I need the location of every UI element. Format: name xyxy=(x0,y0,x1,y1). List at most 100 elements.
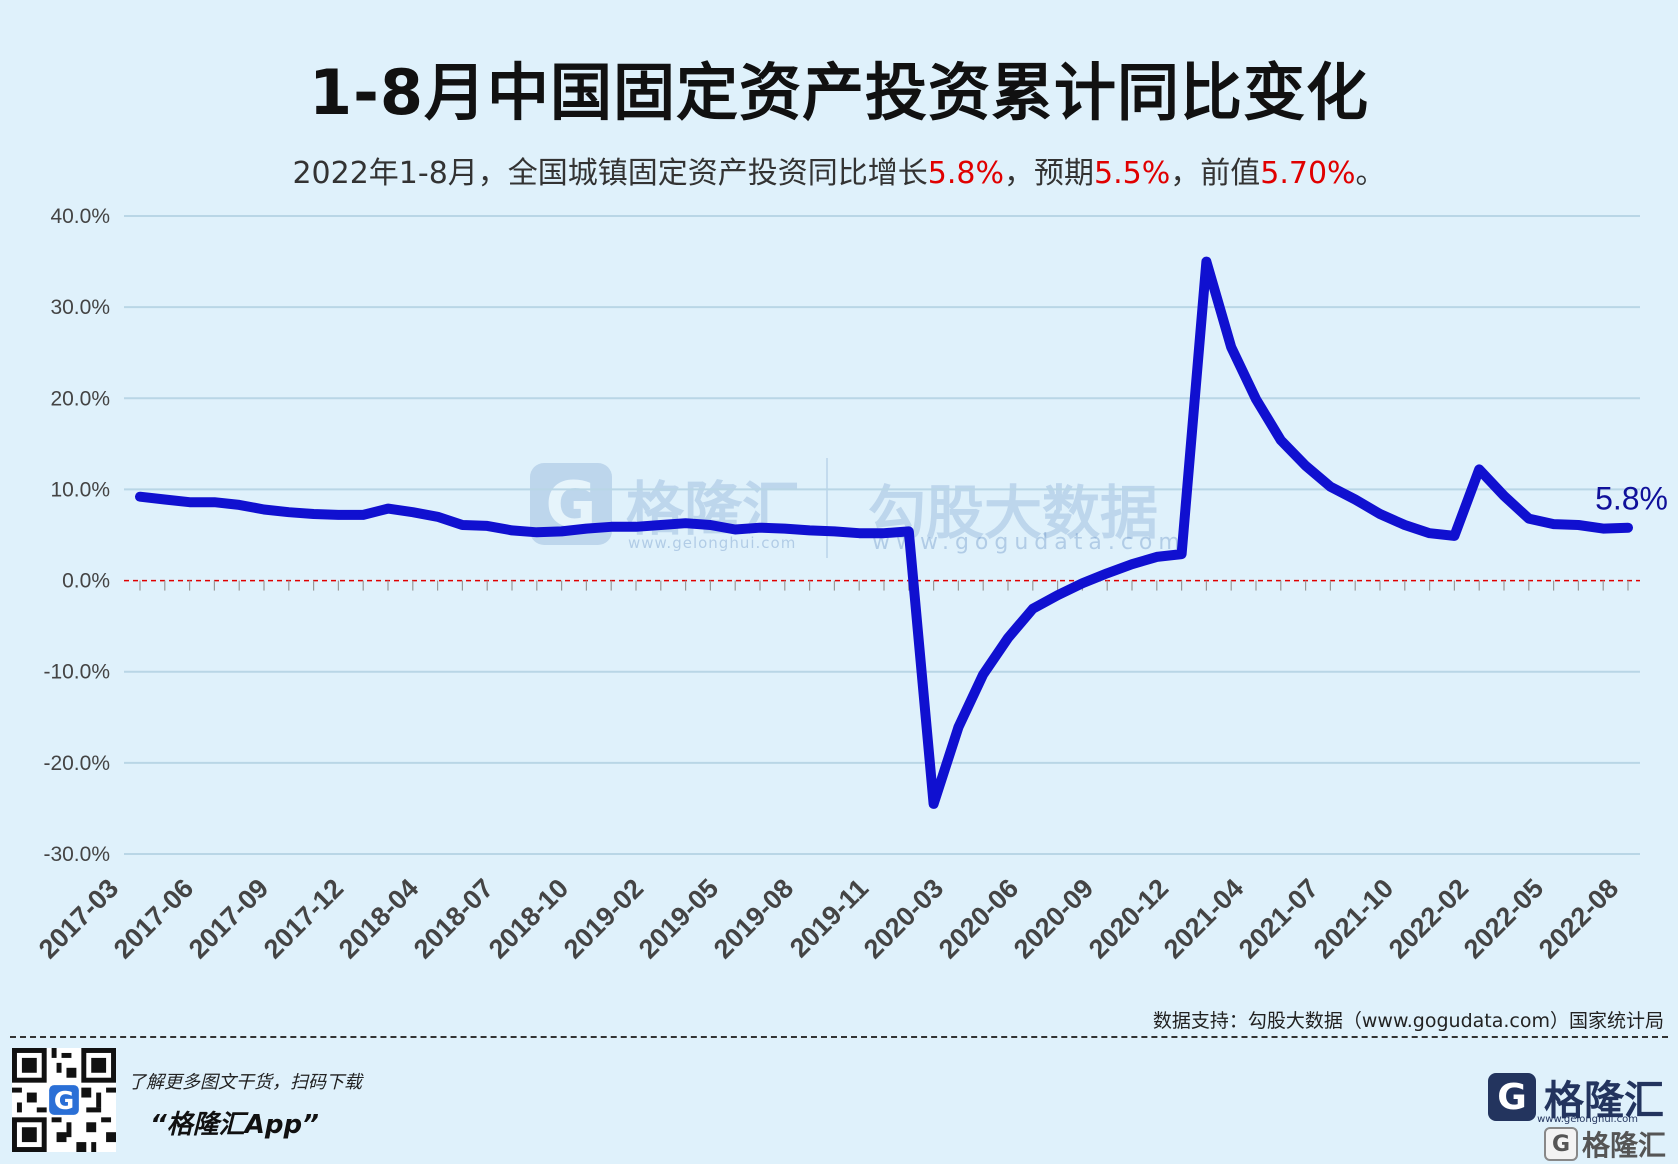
data-point xyxy=(756,523,764,532)
data-point xyxy=(1053,591,1062,600)
subtitle-text-3: ，前值 xyxy=(1170,156,1261,191)
x-tick-label: 2020-06 xyxy=(933,873,1024,964)
y-tick-label: 0.0% xyxy=(62,570,110,593)
x-tick-label: 2018-04 xyxy=(333,873,424,964)
watermark-separator xyxy=(826,458,828,558)
x-tick-label: 2021-10 xyxy=(1308,873,1399,964)
data-point xyxy=(904,527,913,536)
data-point xyxy=(1028,604,1037,613)
data-point xyxy=(1351,495,1360,504)
x-tick-label: 2018-10 xyxy=(483,873,574,964)
data-point xyxy=(632,522,640,531)
data-point xyxy=(136,492,144,501)
data-point xyxy=(1128,560,1136,569)
x-tick-label: 2021-07 xyxy=(1233,873,1324,964)
data-point xyxy=(1624,523,1632,532)
x-tick-label: 2017-06 xyxy=(108,873,199,964)
data-point xyxy=(929,799,938,808)
data-point xyxy=(1152,552,1161,561)
data-source-note: 数据支持：勾股大数据（www.gogudata.com）国家统计局 xyxy=(1152,1010,1664,1032)
x-tick-label: 2020-12 xyxy=(1083,873,1174,964)
data-point xyxy=(1078,579,1087,588)
data-point xyxy=(1524,514,1533,523)
x-tick-label: 2022-02 xyxy=(1383,873,1474,964)
data-point xyxy=(1177,550,1186,559)
data-point xyxy=(1301,461,1310,470)
x-tick-label: 2018-07 xyxy=(408,873,499,964)
x-tick-label: 2019-08 xyxy=(708,873,799,964)
y-tick-label: -20.0% xyxy=(43,752,110,775)
brand-g-icon: G xyxy=(1488,1073,1536,1121)
brand-logo: G 格隆汇 xyxy=(1488,1068,1664,1126)
data-point xyxy=(1276,436,1285,445)
data-point xyxy=(1400,520,1409,529)
data-point xyxy=(805,526,814,535)
data-point xyxy=(532,528,541,537)
brand-small-g-icon: G xyxy=(1543,1127,1578,1161)
data-point xyxy=(557,527,566,536)
subtitle-previous-value: 5.70% xyxy=(1260,156,1356,191)
x-tick-label: 2019-11 xyxy=(784,873,874,963)
promo-app-name: “格隆汇App” xyxy=(150,1110,319,1140)
y-tick-label: 30.0% xyxy=(50,296,110,319)
data-point xyxy=(681,519,690,528)
data-point xyxy=(880,529,888,538)
x-tick-label: 2017-03 xyxy=(33,873,124,964)
y-tick-label: 10.0% xyxy=(50,478,110,501)
data-point xyxy=(1500,491,1508,500)
brand-logo-small: G 格隆汇 xyxy=(1543,1124,1666,1164)
data-point xyxy=(309,510,318,519)
data-point xyxy=(334,510,343,519)
data-point xyxy=(656,520,665,529)
data-point xyxy=(1326,482,1335,491)
brand-url: www.gelonghui.com xyxy=(1537,1114,1638,1125)
y-tick-label: 40.0% xyxy=(50,205,110,228)
chart-subtitle: 2022年1-8月，全国城镇固定资产投资同比增长5.8%，预期5.5%，前值5.… xyxy=(0,148,1678,192)
data-point xyxy=(433,512,442,521)
data-point xyxy=(508,526,516,535)
x-tick-label: 2021-04 xyxy=(1158,873,1249,964)
x-tick-label: 2020-03 xyxy=(858,873,949,964)
promo-text: 了解更多图文干货，扫码下载 xyxy=(128,1072,362,1093)
subtitle-text-2: ，预期 xyxy=(1004,156,1095,191)
x-tick-label: 2022-05 xyxy=(1458,873,1549,964)
x-tick-label: 2017-12 xyxy=(258,873,349,964)
data-point xyxy=(384,504,392,513)
data-point xyxy=(954,723,963,732)
subtitle-growth-value: 5.8% xyxy=(927,156,1005,191)
data-point xyxy=(1103,569,1112,578)
watermark-brand-url: www.gelonghui.com xyxy=(628,534,797,552)
data-point xyxy=(160,495,169,504)
subtitle-expected-value: 5.5% xyxy=(1094,156,1171,191)
x-tick-label: 2019-05 xyxy=(633,873,724,964)
qr-code-icon[interactable]: G xyxy=(12,1048,116,1152)
data-point xyxy=(408,508,417,517)
data-point xyxy=(1202,257,1211,266)
watermark-data-url: www.gogudata.com xyxy=(872,530,1186,555)
svg-text:G: G xyxy=(54,1086,74,1115)
chart-title: 1-8月中国固定资产投资累计同比变化 xyxy=(308,56,1369,129)
data-point xyxy=(359,510,368,519)
data-point xyxy=(731,525,740,534)
subtitle-text-4: 。 xyxy=(1355,156,1386,191)
footer-divider xyxy=(10,1036,1668,1038)
data-point xyxy=(979,670,988,679)
data-point xyxy=(830,527,839,536)
y-tick-label: 20.0% xyxy=(50,387,110,410)
data-point xyxy=(706,520,715,529)
data-point xyxy=(1574,520,1583,529)
data-point xyxy=(1252,395,1260,404)
y-tick-label: -10.0% xyxy=(43,661,110,684)
x-tick-label: 2019-02 xyxy=(558,873,649,964)
data-point xyxy=(284,508,293,517)
end-value-label: 5.8% xyxy=(1595,481,1668,517)
data-point xyxy=(1004,633,1012,642)
x-tick-label: 2022-08 xyxy=(1533,873,1624,964)
data-point xyxy=(1450,531,1459,540)
data-point xyxy=(1425,529,1434,538)
data-point xyxy=(1227,343,1236,352)
data-point xyxy=(260,505,268,514)
subtitle-text-1: 2022年1-8月，全国城镇固定资产投资同比增长 xyxy=(292,156,928,191)
brand-small-name: 格隆汇 xyxy=(1581,1129,1666,1162)
data-point xyxy=(607,522,616,531)
